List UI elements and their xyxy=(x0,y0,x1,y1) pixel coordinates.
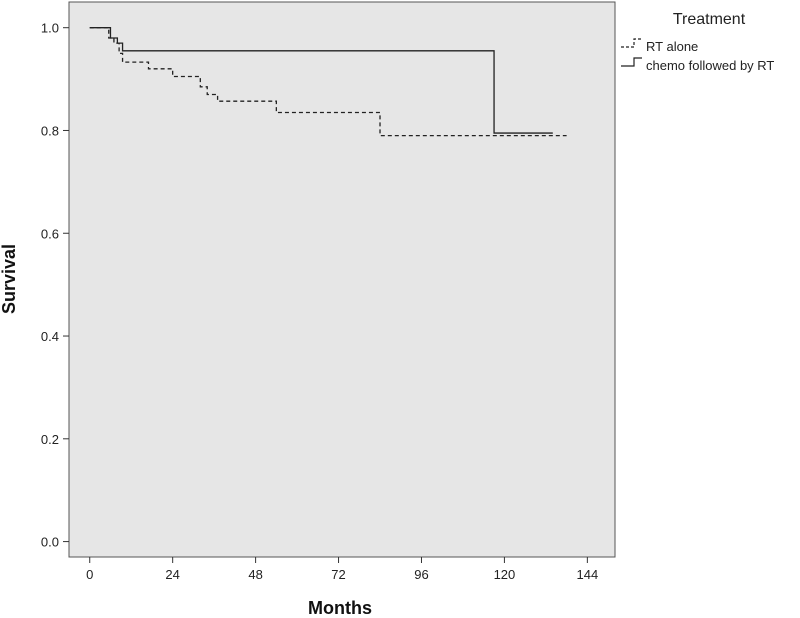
legend-label: RT alone xyxy=(646,39,698,54)
x-tick-label: 48 xyxy=(248,567,262,582)
y-axis-title: Survival xyxy=(0,244,19,314)
y-tick-label: 0.2 xyxy=(41,432,59,447)
legend-label: chemo followed by RT xyxy=(646,58,774,73)
axes: 0 24 48 72 96 120 144 0.0 0.2 0.4 0.6 0.8 1.0 xyxy=(41,21,598,582)
y-tick-label: 0.4 xyxy=(41,329,59,344)
x-axis-title: Months xyxy=(308,598,372,618)
x-tick-label: 24 xyxy=(165,567,179,582)
x-tick-label: 0 xyxy=(86,567,93,582)
x-tick-label: 96 xyxy=(414,567,428,582)
y-tick-label: 0.8 xyxy=(41,123,59,138)
x-tick-label: 120 xyxy=(494,567,516,582)
series-line-chemo-followed-by-rt xyxy=(89,27,553,134)
legend-swatch xyxy=(621,38,642,48)
y-tick-label: 0.6 xyxy=(41,226,59,241)
series-line-rt-alone xyxy=(89,27,567,137)
x-tick-label: 72 xyxy=(331,567,345,582)
legend: RT alone chemo followed by RT xyxy=(621,38,774,73)
y-tick-label: 0.0 xyxy=(41,535,59,550)
y-tick-label: 1.0 xyxy=(41,21,59,36)
legend-swatch xyxy=(621,57,642,67)
legend-title: Treatment xyxy=(673,11,746,28)
plot-area xyxy=(68,1,616,558)
series-layer xyxy=(89,27,567,137)
x-tick-label: 144 xyxy=(577,567,599,582)
